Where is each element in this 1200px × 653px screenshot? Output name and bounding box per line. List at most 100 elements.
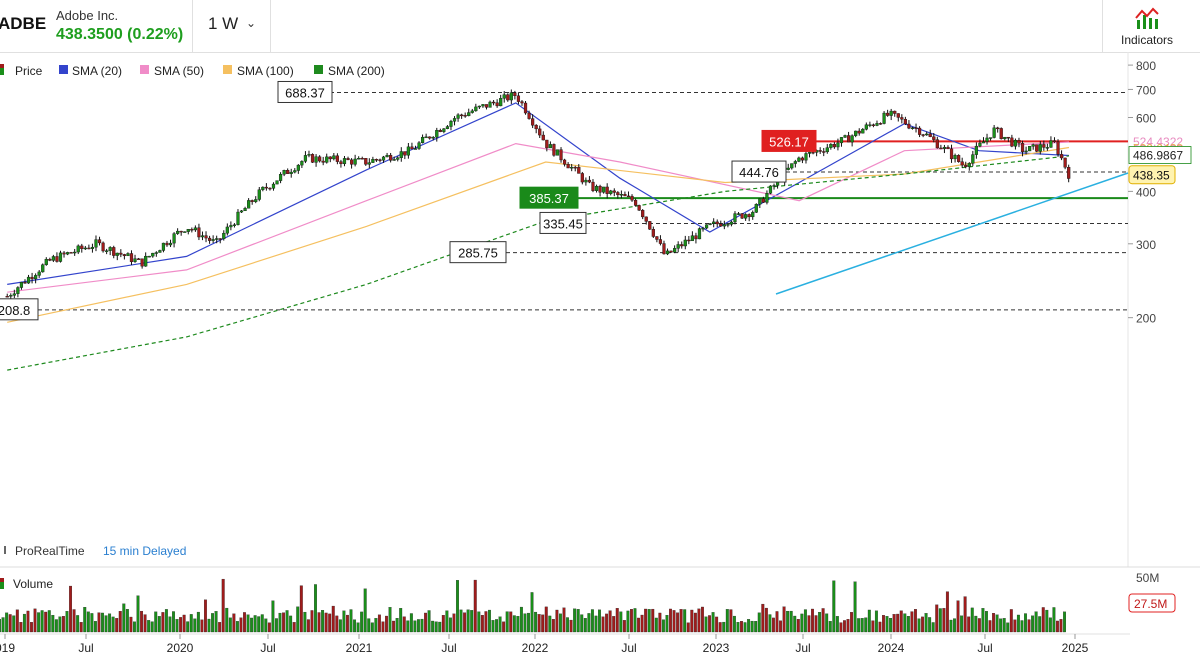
volume-bar	[885, 616, 889, 633]
level-label-box	[539, 211, 587, 234]
x-tick-label: Jul	[795, 641, 810, 653]
candle-body	[910, 127, 915, 129]
candle-body	[680, 244, 684, 247]
volume-label: Volume	[13, 577, 53, 591]
candle-body	[633, 199, 638, 206]
candle-body	[161, 242, 166, 251]
candle-body	[250, 200, 254, 202]
trendline[interactable]	[775, 172, 1129, 295]
volume-bar	[303, 611, 307, 633]
sma50-value: 524.4322	[1133, 135, 1183, 149]
candle-body	[300, 161, 304, 166]
candle-body	[616, 192, 620, 196]
x-tick-label: Jul	[78, 641, 93, 653]
candle-body	[399, 151, 403, 158]
volume-bar	[338, 619, 342, 633]
sma20-value-box	[1128, 146, 1192, 164]
volume-bar	[519, 606, 523, 633]
watermark-logo	[4, 546, 6, 554]
candle-body	[83, 247, 87, 250]
volume-bar	[676, 612, 680, 633]
volume-bar	[235, 621, 239, 633]
volume-bar	[711, 612, 715, 633]
candle-body	[800, 157, 805, 161]
candle-body	[271, 183, 276, 189]
candle-body	[676, 244, 680, 249]
candle-body	[147, 255, 151, 258]
volume-bar	[807, 615, 811, 633]
volume-bar	[37, 612, 41, 633]
volume-bar	[122, 603, 126, 633]
candle-body	[5, 296, 9, 298]
candle-body	[374, 159, 379, 161]
volume-bar	[370, 622, 374, 633]
candle-body	[488, 101, 492, 108]
level-label-box	[449, 241, 507, 264]
level-label-l335: 335.45	[543, 216, 583, 231]
candle-body	[917, 127, 922, 135]
volume-bar	[679, 609, 683, 633]
volume-bar	[182, 614, 186, 633]
volume-bar	[441, 615, 445, 633]
volume-bar	[118, 611, 122, 633]
volume-bar	[928, 617, 932, 633]
candle-body	[12, 293, 16, 296]
volume-bar	[125, 609, 129, 633]
candle-body	[477, 105, 481, 108]
candle-body	[90, 246, 95, 249]
volume-bar	[619, 611, 623, 633]
volume-bar	[701, 606, 704, 633]
chevron-down-icon[interactable]: ⌄	[246, 16, 257, 30]
volume-bar	[186, 621, 190, 633]
candle-body	[804, 153, 808, 161]
candle-body	[275, 180, 279, 185]
volume-bar	[445, 610, 449, 633]
volume-bar	[140, 610, 143, 633]
candle-body	[935, 139, 939, 149]
volume-bar	[974, 615, 978, 633]
volume-bar	[516, 616, 520, 633]
volume-bar	[871, 620, 875, 633]
timeframe-select[interactable]: 1 W	[208, 14, 239, 33]
volume-bar	[825, 613, 829, 633]
volume-bar	[729, 609, 733, 633]
volume-bar	[214, 611, 218, 633]
volume-bar	[310, 610, 314, 633]
volume-bar	[452, 613, 456, 633]
candle-body	[438, 130, 442, 132]
volume-bar	[8, 614, 12, 633]
volume-bar	[938, 608, 942, 633]
indicators-button[interactable]: Indicators	[1104, 0, 1200, 52]
candle-body	[562, 159, 567, 165]
volume-bar	[960, 615, 964, 633]
candle-body	[818, 150, 822, 152]
candle-body	[836, 142, 840, 148]
candle-body	[406, 146, 410, 156]
volume-bar	[328, 613, 332, 633]
volume-bar	[1031, 615, 1035, 633]
candle-body	[747, 214, 751, 218]
volume-bar	[992, 613, 995, 633]
volume-bar	[882, 615, 885, 633]
candle-body	[960, 161, 964, 166]
candle-body	[1059, 154, 1064, 159]
volume-bar	[76, 615, 80, 633]
price-chart[interactable]: Price SMA (20) SMA (50) SMA (100) SMA (2…	[0, 52, 1200, 653]
volume-bar	[345, 614, 349, 633]
candle-body	[658, 239, 663, 244]
candle-body	[786, 167, 790, 170]
candle-body	[133, 258, 137, 262]
candle-body	[278, 174, 283, 181]
volume-bar	[402, 616, 406, 633]
volume-bar	[97, 612, 101, 633]
volume-bar	[225, 607, 229, 633]
candle-body	[342, 158, 347, 165]
candle-body	[701, 227, 705, 230]
level-label-box	[0, 298, 39, 321]
volume-bar	[65, 611, 69, 633]
volume-bar	[850, 612, 853, 633]
candle-body	[577, 167, 581, 174]
candle-body	[871, 124, 876, 126]
volume-bar	[463, 612, 467, 633]
candle-body	[204, 235, 208, 239]
